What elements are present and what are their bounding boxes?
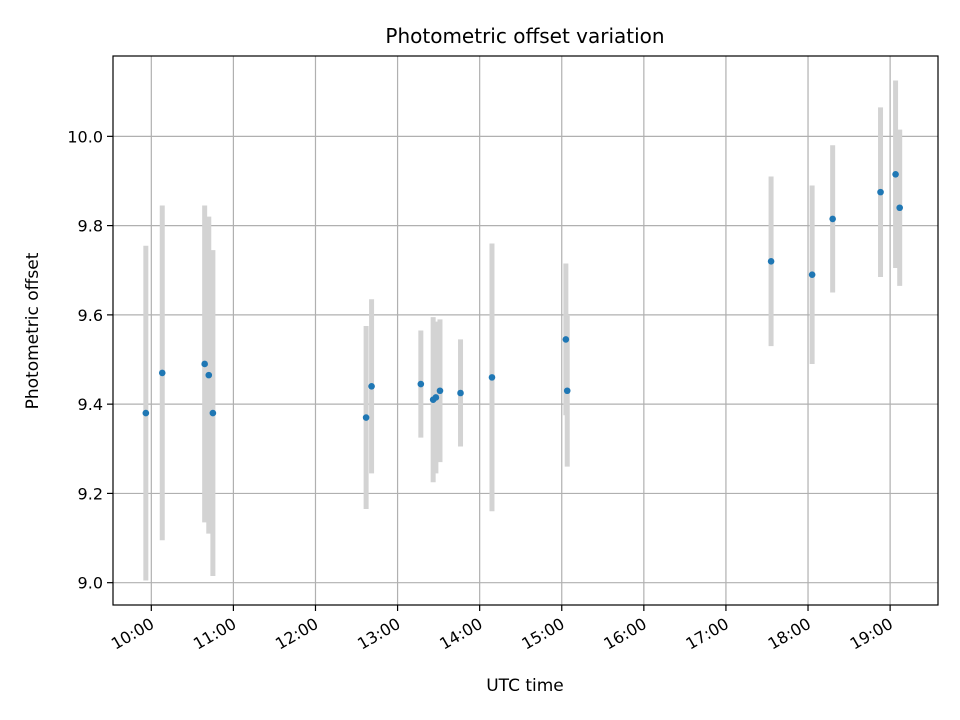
data-point — [563, 387, 571, 395]
data-point — [436, 387, 444, 395]
data-point — [457, 389, 464, 397]
y-tick-label: 10.0 — [67, 127, 103, 146]
data-point — [892, 170, 899, 178]
y-tick-label: 9.2 — [78, 484, 103, 503]
data-point — [209, 409, 217, 417]
x-axis-label: UTC time — [486, 676, 564, 696]
data-point — [896, 204, 903, 212]
data-point — [362, 414, 370, 421]
data-point — [158, 369, 166, 377]
plot-frame — [112, 55, 939, 606]
grid — [113, 56, 938, 605]
data-point — [417, 380, 425, 388]
y-axis-label: Photometric offset — [23, 252, 43, 409]
y-tick-label: 9.6 — [78, 306, 103, 325]
data-point — [488, 374, 496, 381]
data-point — [142, 409, 150, 417]
data-point — [562, 336, 570, 343]
y-tick-label: 9.4 — [78, 395, 103, 414]
data-point — [205, 371, 213, 379]
chart-title: Photometric offset variation — [385, 24, 664, 48]
data-point — [829, 215, 836, 223]
data-point — [432, 394, 440, 401]
data-point — [877, 188, 884, 196]
y-tick-label: 9.0 — [78, 574, 103, 593]
data-point — [767, 258, 775, 265]
data-point — [368, 382, 375, 390]
data-point — [201, 360, 208, 368]
y-axis-ticks: 9.0 9.2 9.4 9.6 9.8 10.0 — [67, 127, 113, 593]
data-point — [808, 271, 816, 279]
data-points — [142, 170, 903, 421]
y-tick-label: 9.8 — [78, 217, 103, 236]
